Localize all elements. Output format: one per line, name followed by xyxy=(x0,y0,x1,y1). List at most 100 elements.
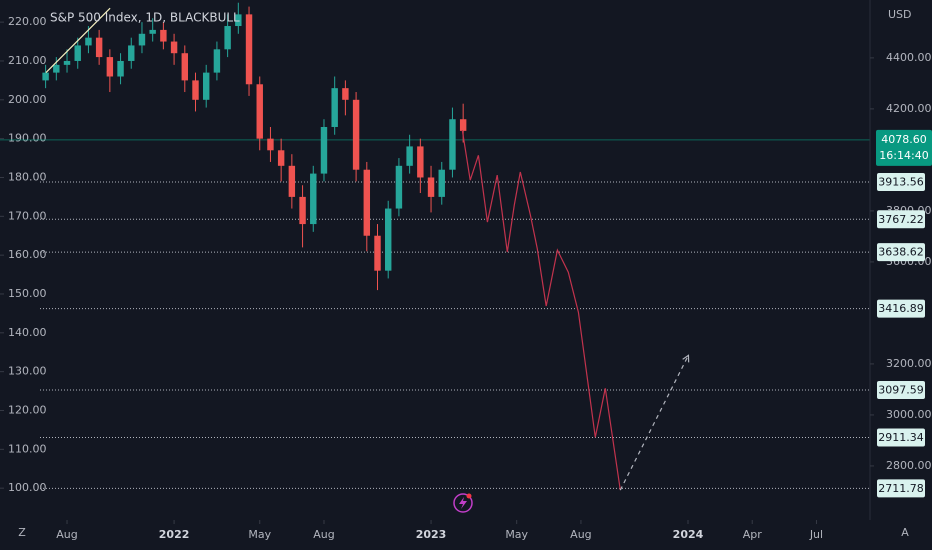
level-label-box xyxy=(877,210,925,229)
y-tick-label: 110.00 xyxy=(8,442,47,455)
trend-line xyxy=(45,7,111,74)
countdown-label: 16:14:40 xyxy=(879,149,928,162)
level-label: 2911.34 xyxy=(878,431,924,444)
level-label-box xyxy=(877,172,925,191)
candle-body xyxy=(320,126,328,174)
y2-tick-label: 2800.00 xyxy=(886,459,932,472)
icon-bolt xyxy=(459,497,467,509)
candle-body xyxy=(331,88,338,127)
y2-tick-label: 3000.00 xyxy=(886,408,932,421)
icon-dot xyxy=(466,493,472,499)
candle-body xyxy=(277,150,285,166)
x-tick-label: Aug xyxy=(570,528,591,541)
x-tick-label: May xyxy=(505,528,528,541)
x-tick-label: 2022 xyxy=(159,528,190,541)
level-label: 2711.78 xyxy=(878,482,924,495)
current-price-box xyxy=(876,129,932,166)
candle-body xyxy=(438,169,445,197)
candle-body xyxy=(192,80,199,100)
level-label: 3913.56 xyxy=(878,175,924,188)
candle-body xyxy=(288,165,296,197)
x-tick-label: 2023 xyxy=(416,528,447,541)
y-tick-label: 140.00 xyxy=(8,326,47,339)
level-label-box xyxy=(877,479,925,498)
icon-ring xyxy=(453,493,473,513)
candle-body xyxy=(417,146,424,178)
candle-body xyxy=(74,45,81,61)
candle-body xyxy=(342,88,349,100)
candle-body xyxy=(459,119,467,131)
x-tick-label: May xyxy=(248,528,271,541)
candle-body xyxy=(181,53,189,81)
y-tick-label: 200.00 xyxy=(8,93,47,106)
y-tick-label: 160.00 xyxy=(8,248,47,261)
corner-button[interactable]: Z xyxy=(18,526,26,539)
corner-button[interactable]: A xyxy=(901,526,909,539)
level-label: 3767.22 xyxy=(878,213,924,226)
axis-unit: USD xyxy=(888,8,912,21)
candle-body xyxy=(310,173,317,225)
candle-body xyxy=(406,146,413,166)
y-tick-label: 100.00 xyxy=(8,481,47,494)
x-tick-label: Jul xyxy=(809,528,823,541)
candle-body xyxy=(224,26,231,50)
level-label: 3638.62 xyxy=(878,246,924,259)
candle-body xyxy=(256,84,263,139)
y2-tick-label: 3200.00 xyxy=(886,357,932,370)
candle-body xyxy=(427,177,435,197)
candle-body xyxy=(374,235,381,271)
candle-body xyxy=(42,72,49,81)
y-tick-label: 220.00 xyxy=(8,15,47,28)
y-tick-label: 170.00 xyxy=(8,209,47,222)
y2-tick-label: 4200.00 xyxy=(886,102,932,115)
candle-body xyxy=(363,169,371,236)
current-price-label: 4078.60 xyxy=(881,133,927,146)
candle-body xyxy=(160,29,167,42)
candle-body xyxy=(395,165,403,209)
candle-body xyxy=(117,60,124,77)
candle-body xyxy=(138,33,146,46)
y-tick-label: 120.00 xyxy=(8,403,47,416)
candle-body xyxy=(245,14,253,85)
candle-body xyxy=(385,208,392,271)
candle-body xyxy=(149,29,156,34)
level-label-box xyxy=(877,381,925,400)
level-label: 3097.59 xyxy=(878,384,924,397)
x-tick-label: Aug xyxy=(56,528,77,541)
y-tick-label: 180.00 xyxy=(8,170,47,183)
candle-body xyxy=(63,60,71,65)
candle-body xyxy=(449,119,456,170)
candle-body xyxy=(352,99,360,170)
candle-body xyxy=(202,72,210,100)
x-tick-label: Aug xyxy=(313,528,334,541)
candle-body xyxy=(128,45,135,61)
level-label-box xyxy=(877,428,925,447)
y-tick-label: 130.00 xyxy=(8,365,47,378)
y2-tick-label: 4400.00 xyxy=(886,51,932,64)
y-tick-label: 190.00 xyxy=(8,132,47,145)
candle-body xyxy=(95,37,103,58)
arrow-head xyxy=(682,354,690,363)
level-label: 3416.89 xyxy=(878,302,924,315)
candle-body xyxy=(235,14,242,27)
candle-body xyxy=(106,57,114,77)
candle-body xyxy=(213,49,221,73)
y-tick-label: 210.00 xyxy=(8,54,47,67)
projection-line xyxy=(461,130,621,491)
lightning-icon[interactable] xyxy=(453,493,473,513)
candle-body xyxy=(299,196,306,225)
candle-body xyxy=(267,138,274,151)
x-tick-label: Apr xyxy=(743,528,763,541)
candle-body xyxy=(53,64,60,73)
y-tick-label: 150.00 xyxy=(8,287,47,300)
candle-body xyxy=(85,37,92,46)
forecast-arrow xyxy=(619,355,689,491)
x-tick-label: 2024 xyxy=(673,528,704,541)
chart-title: S&P 500 Index, 1D, BLACKBULL xyxy=(50,11,240,25)
plot: 100.00 110.00 120.00 130.00 140.00 150.00 160.… xyxy=(0,2,870,494)
level-label-box xyxy=(877,299,925,318)
candle-body xyxy=(170,41,178,54)
